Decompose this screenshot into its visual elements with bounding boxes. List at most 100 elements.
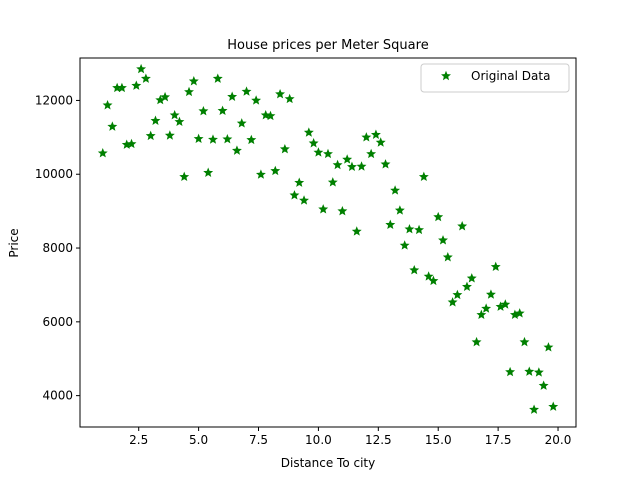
x-axis-ticks: 2.5 5.0 7.5 10.0 12.5 15.0 17.5 20.0 [129,427,571,447]
plot-frame [79,57,577,428]
data-point [471,336,482,347]
data-point [126,138,137,149]
y-tick-label: 12000 [35,93,73,107]
data-point [255,169,266,179]
y-tick-label: 4000 [42,389,73,403]
data-point [533,367,544,377]
x-tick-label: 5.0 [189,433,208,447]
data-point [303,127,314,137]
data-point [366,148,377,159]
data-point [485,289,496,299]
data-point [318,204,329,214]
data-point [227,91,238,101]
data-point [160,91,171,102]
data-point [351,226,362,236]
data-point [327,177,338,187]
data-point [323,148,333,159]
data-point [313,147,324,157]
data-point [380,159,391,169]
data-point [356,161,367,171]
data-point [438,235,448,245]
data-points [97,63,559,414]
legend-box [420,63,570,93]
data-point [404,224,415,234]
x-axis-label: Distance To city [281,456,375,470]
data-point [409,264,420,275]
x-tick-label: 2.5 [129,433,148,447]
legend-star-icon [441,70,451,81]
data-point [116,82,127,93]
x-tick-label: 20.0 [545,433,572,447]
data-point [97,148,108,158]
data-point [500,299,511,309]
data-point [208,134,218,144]
data-point [505,366,516,377]
data-point [514,308,525,318]
data-point [481,303,492,313]
data-point [102,100,113,110]
data-point [184,86,194,97]
data-point [222,133,233,144]
data-point [433,211,444,222]
data-point [265,110,276,121]
data-point [121,139,132,149]
data-point [452,289,463,300]
x-tick-label: 17.5 [485,433,512,447]
x-tick-label: 10.0 [305,433,332,447]
data-point [390,185,401,195]
legend-label: Original Data [471,69,550,83]
data-point [548,401,559,411]
data-point [495,301,506,311]
data-point [466,273,477,283]
data-point [375,137,386,147]
data-point [394,205,405,215]
data-point [217,105,228,115]
data-point [538,380,549,390]
data-point [279,143,290,154]
y-tick-label: 10000 [35,167,73,181]
legend: Original Data [420,63,570,93]
data-point [188,76,199,86]
data-point [150,115,161,125]
data-point [519,336,530,347]
data-point [136,63,147,74]
data-point [361,132,372,142]
data-point [140,73,151,83]
data-point [423,271,434,281]
data-point [414,224,424,235]
data-point [399,240,410,250]
data-point [337,205,348,216]
data-point [284,93,295,104]
data-point [155,94,166,105]
data-point [289,190,300,200]
data-point [447,297,458,307]
data-point [131,80,142,90]
data-point [236,118,247,128]
data-point [193,133,204,144]
plot-area [80,58,576,427]
data-point [164,130,175,140]
y-tick-label: 8000 [42,241,73,255]
data-point [241,86,252,96]
y-tick-label: 6000 [42,315,73,329]
data-point [308,138,319,148]
data-point [294,177,305,187]
data-point [212,73,223,83]
data-point [462,281,472,291]
data-point [107,121,118,131]
data-point [370,129,381,139]
x-tick-label: 12.5 [365,433,392,447]
data-point [198,105,209,116]
y-axis-label: Price [7,228,21,257]
data-point [490,261,501,272]
data-point [251,95,262,105]
data-point [232,145,242,155]
data-point [332,159,343,170]
data-point [203,167,214,177]
data-point [524,366,535,376]
data-point [457,221,468,231]
data-point [385,219,396,229]
data-point [543,342,554,352]
data-point [260,109,271,120]
